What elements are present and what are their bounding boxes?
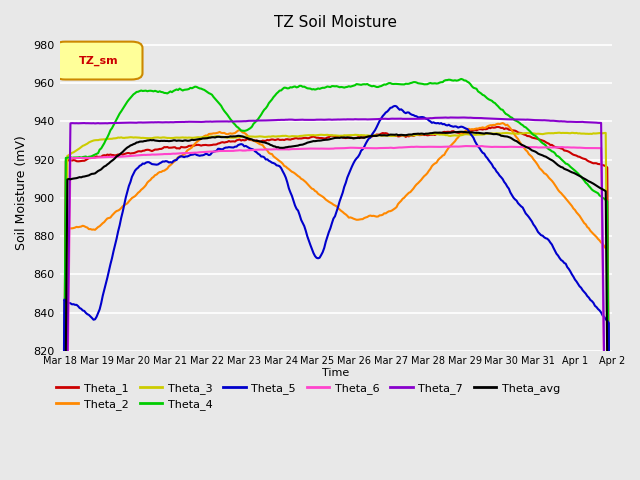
Theta_5 <box>248 146 256 152</box>
Theta_avg <box>579 175 586 180</box>
Theta_avg <box>220 134 228 140</box>
Theta_4 <box>220 108 228 114</box>
Theta_7 <box>239 119 246 124</box>
Theta_3 <box>220 134 228 140</box>
Y-axis label: Soil Moisture (mV): Soil Moisture (mV) <box>15 136 28 251</box>
Theta_1 <box>220 140 228 145</box>
Theta_7 <box>298 117 305 123</box>
Theta_4 <box>298 83 305 89</box>
Theta_7 <box>220 119 228 124</box>
Theta_3 <box>579 131 586 136</box>
Theta_1 <box>239 137 246 143</box>
Theta_6 <box>124 153 131 159</box>
Theta_3 <box>556 130 563 135</box>
Theta_5 <box>239 142 246 147</box>
Theta_6 <box>220 148 228 154</box>
Theta_5 <box>298 217 305 223</box>
Title: TZ Soil Moisture: TZ Soil Moisture <box>275 15 397 30</box>
Theta_4 <box>248 124 256 130</box>
Theta_avg <box>298 142 305 148</box>
Line: Theta_3: Theta_3 <box>60 132 612 480</box>
Theta_2 <box>298 176 305 181</box>
Theta_3 <box>248 133 256 139</box>
Theta_4 <box>458 76 465 82</box>
Theta_6 <box>298 146 305 152</box>
Line: Theta_2: Theta_2 <box>60 123 612 480</box>
Theta_3 <box>239 134 246 140</box>
Theta_4 <box>239 128 246 133</box>
Theta_4 <box>579 176 586 181</box>
Theta_6 <box>462 143 470 149</box>
Theta_7 <box>124 120 131 126</box>
Theta_6 <box>579 145 586 151</box>
Line: Theta_1: Theta_1 <box>60 127 612 480</box>
Theta_2 <box>239 130 246 135</box>
Theta_1 <box>494 124 502 130</box>
X-axis label: Time: Time <box>322 369 349 379</box>
Theta_1 <box>298 136 305 142</box>
Theta_7 <box>579 119 586 125</box>
Theta_2 <box>220 130 228 136</box>
Theta_2 <box>124 201 131 206</box>
Line: Theta_7: Theta_7 <box>60 118 612 480</box>
Theta_2 <box>579 217 586 223</box>
Theta_3 <box>298 133 305 139</box>
Theta_5 <box>124 189 131 195</box>
Theta_1 <box>124 150 131 156</box>
Theta_2 <box>248 137 256 143</box>
Theta_1 <box>579 156 586 161</box>
Theta_5 <box>220 145 228 151</box>
FancyBboxPatch shape <box>54 42 143 80</box>
Theta_avg <box>239 133 246 139</box>
Theta_6 <box>248 147 256 153</box>
Theta_7 <box>458 115 465 120</box>
Theta_1 <box>248 137 256 143</box>
Theta_6 <box>239 148 246 154</box>
Line: Theta_4: Theta_4 <box>60 79 612 480</box>
Text: TZ_sm: TZ_sm <box>79 56 118 66</box>
Line: Theta_5: Theta_5 <box>60 106 612 480</box>
Line: Theta_avg: Theta_avg <box>60 132 612 480</box>
Theta_5 <box>579 288 586 293</box>
Theta_avg <box>248 136 256 142</box>
Theta_5 <box>391 103 399 109</box>
Line: Theta_6: Theta_6 <box>60 146 612 480</box>
Theta_avg <box>124 144 131 150</box>
Theta_2 <box>499 120 506 126</box>
Legend: Theta_1, Theta_2, Theta_3, Theta_4, Theta_5, Theta_6, Theta_7, Theta_avg: Theta_1, Theta_2, Theta_3, Theta_4, Thet… <box>52 378 564 415</box>
Theta_3 <box>124 135 131 141</box>
Theta_avg <box>458 129 465 135</box>
Theta_4 <box>124 99 131 105</box>
Theta_7 <box>248 118 256 123</box>
